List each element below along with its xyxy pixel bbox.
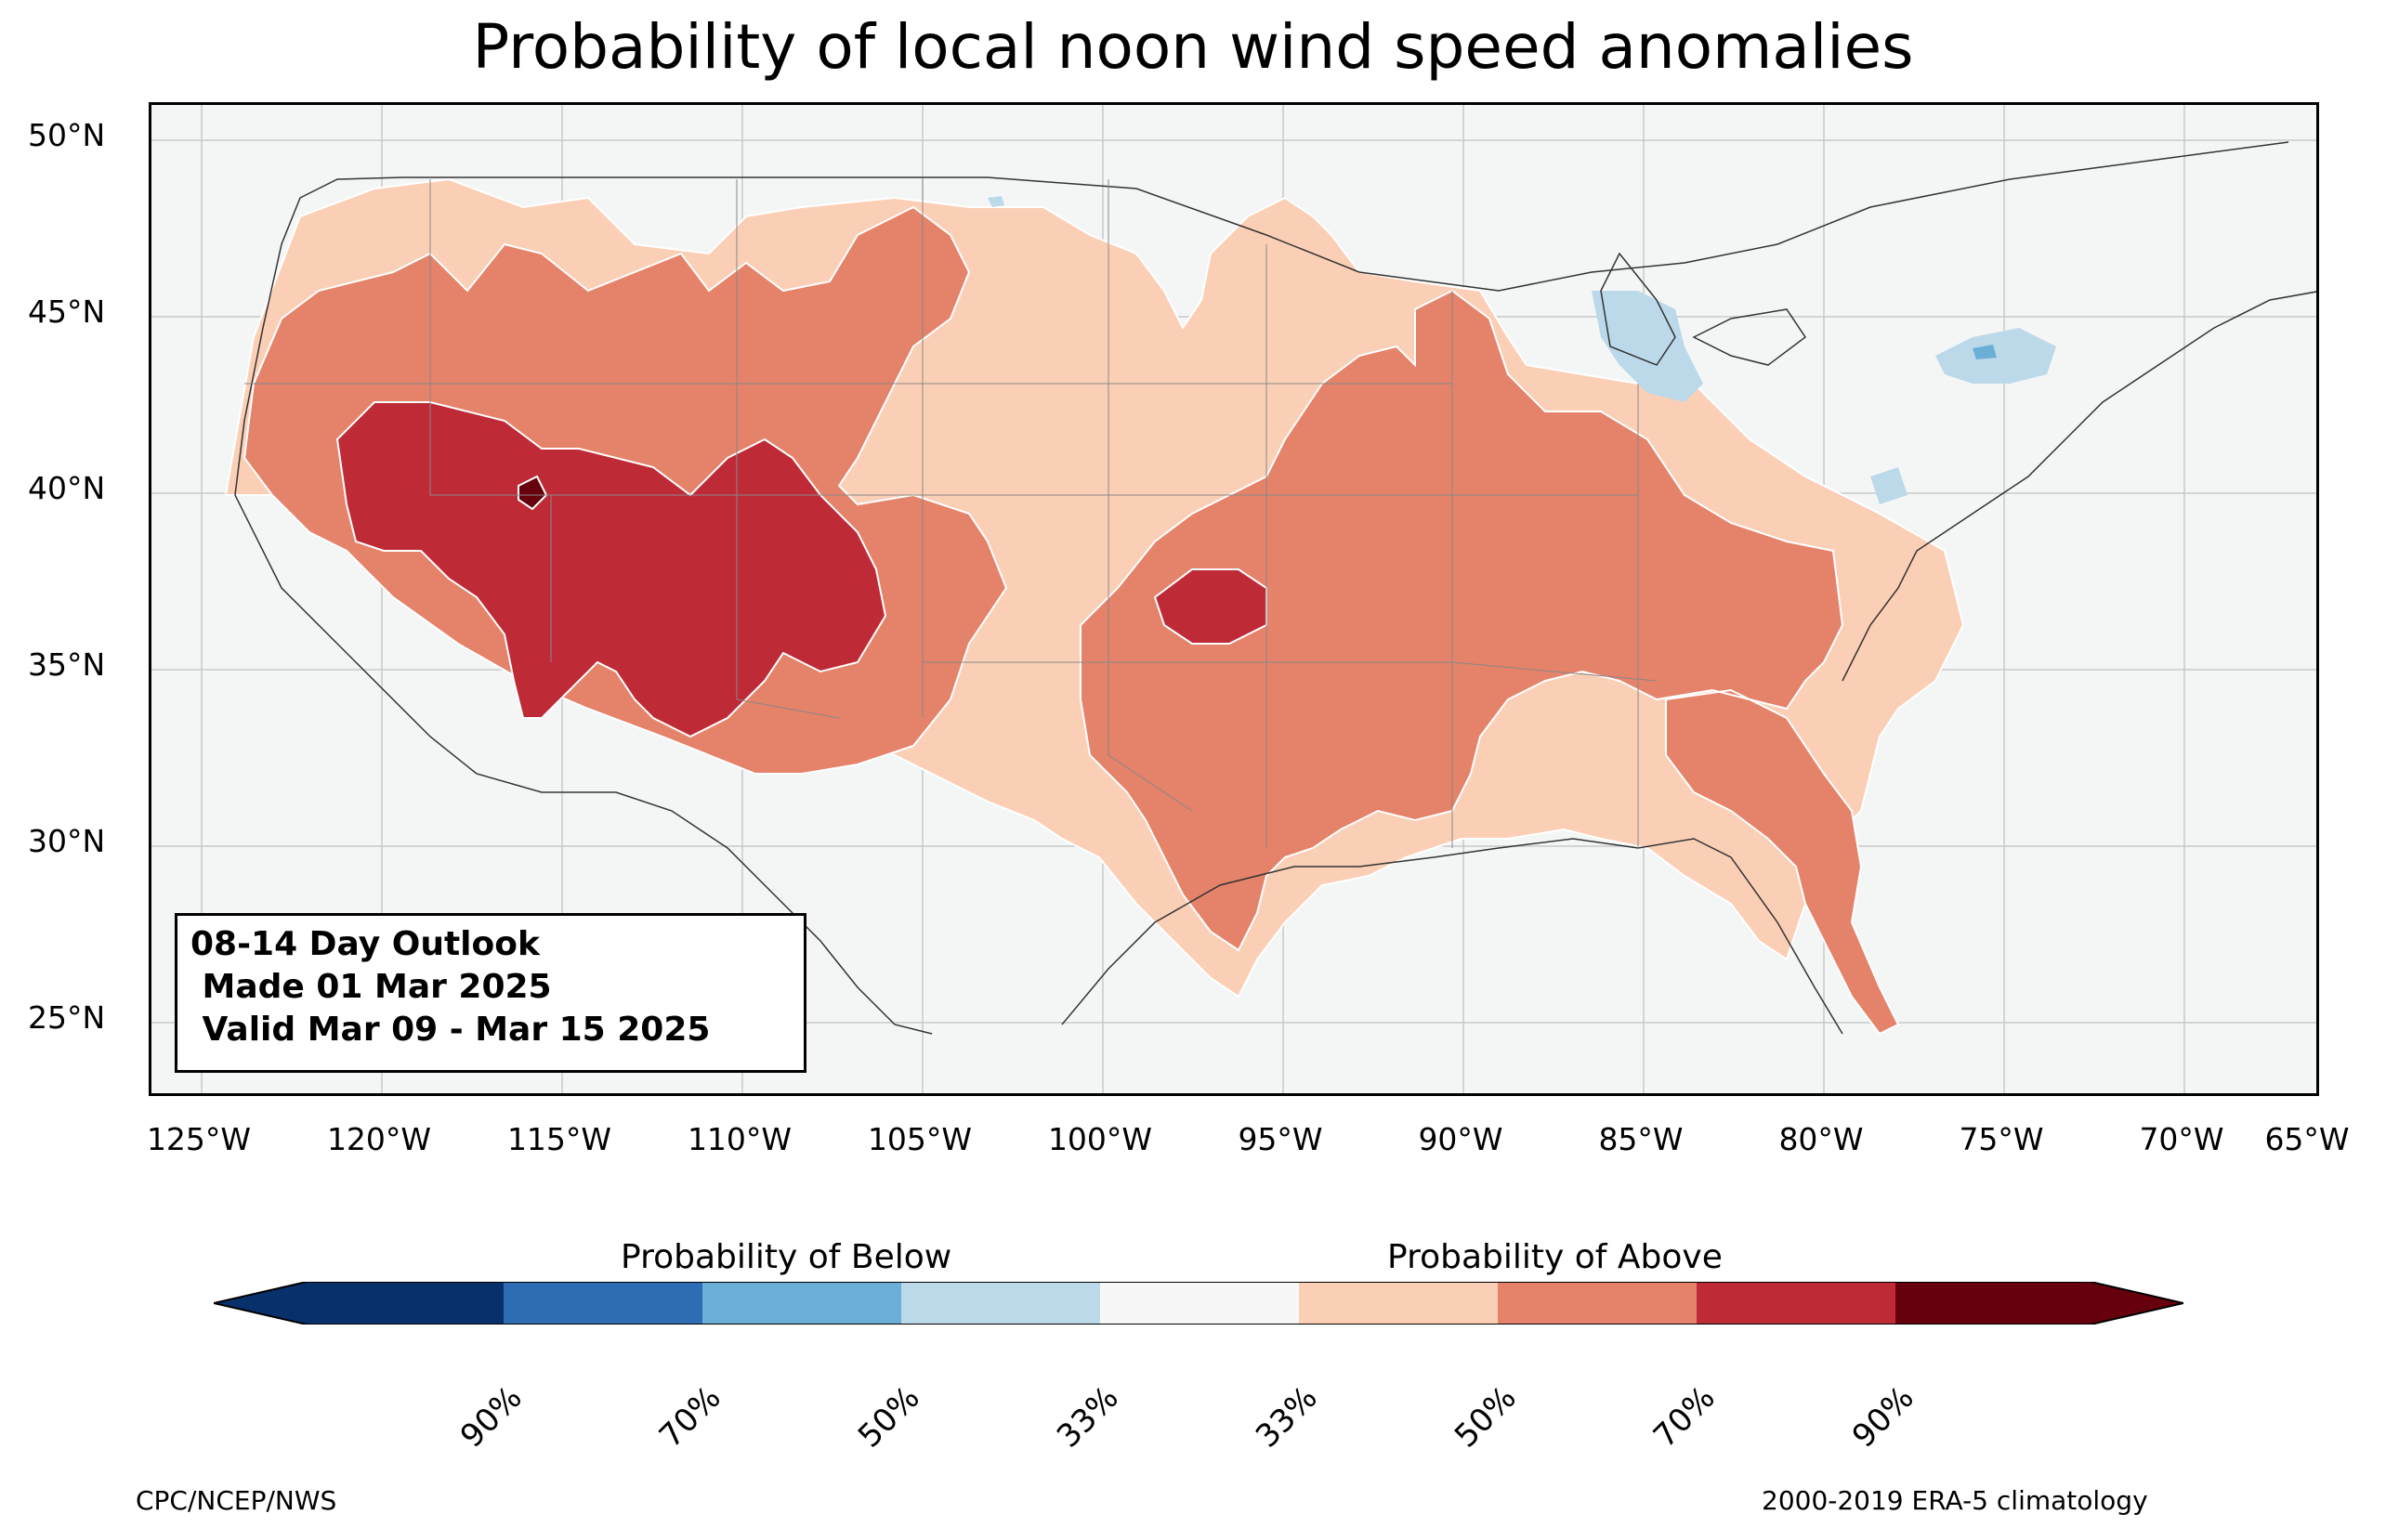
above-90-region [518, 475, 548, 511]
colorbar-swatch-above-50-70 [1498, 1282, 1697, 1325]
colorbar-tick-above-33: 33% [1248, 1378, 1325, 1455]
lon-label-65w: 65°W [2264, 1121, 2350, 1157]
colorbar-tick-below-70: 70% [651, 1378, 728, 1455]
lon-label-85w: 85°W [1598, 1121, 1684, 1157]
lat-label-30n: 30°N [28, 823, 106, 859]
lon-label-80w: 80°W [1778, 1121, 1864, 1157]
footer-climatology: 2000-2019 ERA-5 climatology [1762, 1485, 2148, 1516]
outlook-valid-range: Valid Mar 09 - Mar 15 2025 [190, 1011, 711, 1049]
lon-label-125w: 125°W [146, 1121, 252, 1157]
lon-label-110w: 110°W [687, 1121, 793, 1157]
colorbar-tick-above-70: 70% [1645, 1378, 1723, 1455]
colorbar-tick-below-33: 33% [1049, 1378, 1126, 1455]
colorbar-swatch-above-70-90 [1697, 1282, 1895, 1325]
outlook-info-box: 08-14 Day Outlook Made 01 Mar 2025 Valid… [175, 913, 806, 1073]
map-borders [234, 141, 2316, 1035]
above-50-70-region [243, 205, 1900, 1036]
chart-title: Probability of local noon wind speed ano… [472, 11, 1914, 83]
colorbar-below-heading: Probability of Below [621, 1238, 952, 1276]
lon-label-90w: 90°W [1418, 1121, 1503, 1157]
lon-label-95w: 95°W [1238, 1121, 1323, 1157]
colorbar-swatch-below-90 [214, 1282, 504, 1325]
colorbar-tick-below-90: 90% [452, 1378, 530, 1455]
footer-source: CPC/NCEP/NWS [136, 1485, 337, 1516]
colorbar-tick-above-90: 90% [1844, 1378, 1921, 1455]
lon-label-100w: 100°W [1047, 1121, 1153, 1157]
state-borders [244, 179, 1658, 848]
lat-label-50n: 50°N [28, 117, 106, 153]
outlook-made-date: Made 01 Mar 2025 [190, 968, 552, 1006]
below-50-70-region [1973, 345, 1997, 359]
colorbar-above-heading: Probability of Above [1387, 1238, 1723, 1276]
lon-label-105w: 105°W [867, 1121, 973, 1157]
colorbar-swatch-below-70-90 [504, 1282, 702, 1325]
lat-label-40n: 40°N [28, 470, 106, 506]
colorbar-tick-below-50: 50% [850, 1378, 927, 1455]
colorbar-tick-above-50: 50% [1447, 1378, 1524, 1455]
outlook-period: 08-14 Day Outlook [190, 925, 540, 963]
lat-label-25n: 25°N [28, 999, 106, 1036]
lon-label-120w: 120°W [326, 1121, 432, 1157]
probability-map [151, 105, 2316, 1093]
colorbar-swatch-below-50-70 [702, 1282, 901, 1325]
colorbar-swatch-normal [1100, 1282, 1299, 1325]
lat-label-45n: 45°N [28, 294, 106, 330]
colorbar-swatch-above-33-50 [1299, 1282, 1498, 1325]
lon-label-115w: 115°W [506, 1121, 612, 1157]
lon-label-75w: 75°W [1959, 1121, 2044, 1157]
map-panel [149, 102, 2319, 1096]
colorbar-swatch-below-33-50 [901, 1282, 1100, 1325]
lat-label-35n: 35°N [28, 646, 106, 683]
lon-label-70w: 70°W [2139, 1121, 2224, 1157]
colorbar [214, 1282, 2183, 1325]
colorbar-swatch-above-90 [1895, 1282, 2183, 1325]
